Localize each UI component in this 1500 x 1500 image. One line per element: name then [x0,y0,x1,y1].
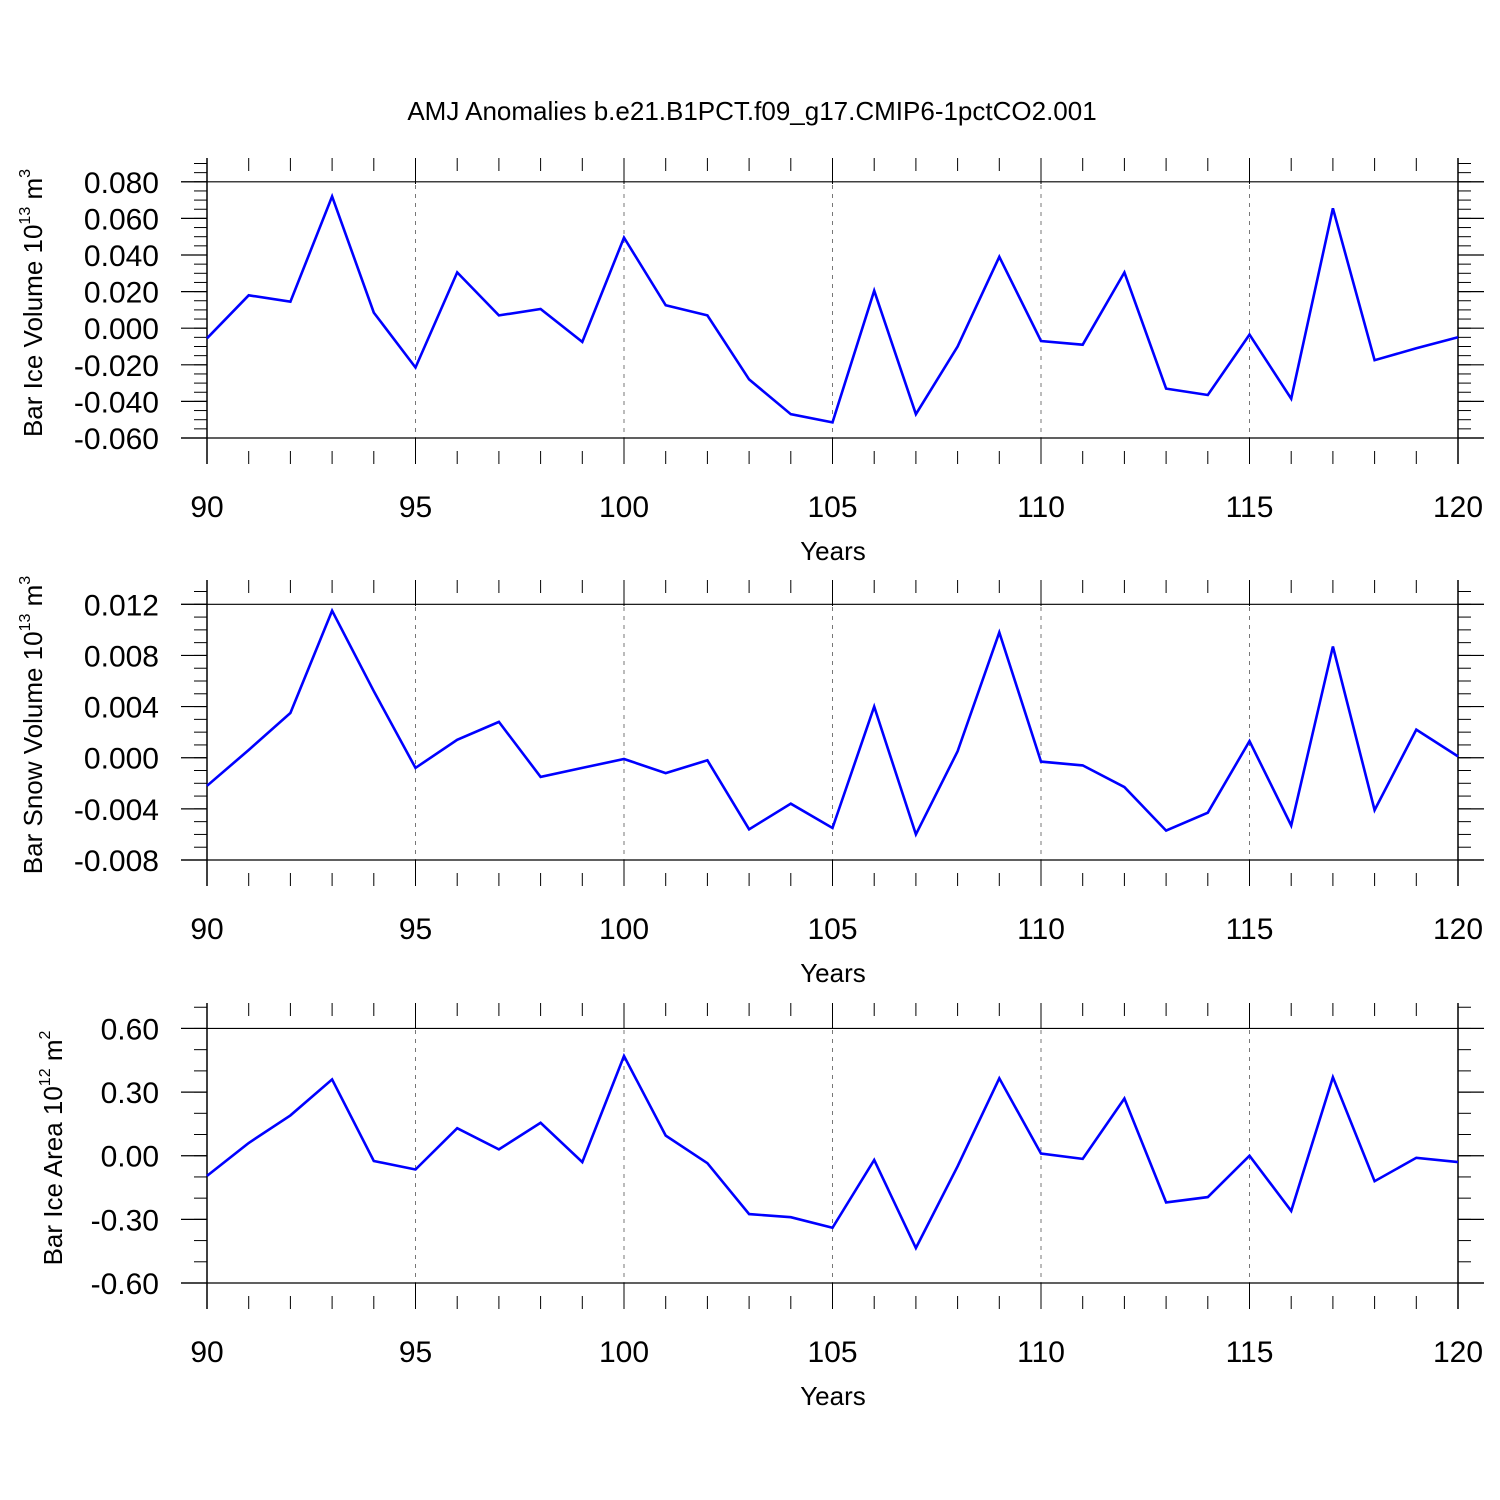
x-axis-title: Years [800,536,866,566]
x-tick-label: 110 [1017,491,1065,524]
x-tick-label: 105 [807,491,857,524]
x-tick-label: 120 [1433,491,1483,524]
y-tick-label: 0.30 [101,1077,159,1110]
chart-title: AMJ Anomalies b.e21.B1PCT.f09_g17.CMIP6-… [407,96,1096,126]
x-tick-label: 115 [1226,491,1274,524]
x-tick-label: 95 [399,491,432,524]
y-tick-label: 0.008 [84,640,159,673]
x-tick-label: 110 [1017,1336,1065,1369]
x-tick-label: 120 [1433,1336,1483,1369]
y-tick-label: 0.000 [84,313,159,346]
y-tick-label: 0.040 [84,240,159,273]
y-tick-label: -0.008 [74,845,159,878]
y-tick-label: 0.080 [84,167,159,200]
x-tick-label: 95 [399,913,432,946]
x-tick-label: 105 [807,913,857,946]
y-tick-label: 0.00 [101,1141,159,1174]
panel-3: -0.60 -0.30 0.00 0.30 0.60 90 95 100 105 110 115 12… [37,1003,1484,1411]
y-tick-label: -0.060 [74,423,159,456]
y-tick-label: 0.60 [101,1013,159,1046]
y-axis-title: Bar Ice Volume 1013 m3 [17,169,48,437]
x-tick-label: 115 [1226,913,1274,946]
x-tick-label: 100 [599,1336,649,1369]
y-tick-label: -0.60 [91,1268,159,1301]
x-tick-label: 90 [190,913,223,946]
x-axis-title: Years [800,958,866,988]
x-tick-label: 100 [599,491,649,524]
x-tick-label: 90 [190,491,223,524]
panel-2: -0.008 -0.004 0.000 0.004 0.008 0.012 90 95 100 1… [17,576,1484,988]
y-tick-label: 0.000 [84,743,159,776]
y-tick-label: 0.004 [84,692,159,725]
y-tick-label: 0.020 [84,277,159,310]
x-axis-title: Years [800,1381,866,1411]
data-series-line [206,1052,1459,1251]
y-tick-label: -0.004 [74,794,159,827]
x-tick-label: 115 [1226,1336,1274,1369]
y-tick-label: -0.040 [74,386,159,419]
y-tick-label: 0.012 [84,589,159,622]
y-tick-label: -0.30 [91,1204,159,1237]
y-tick-label: 0.060 [84,203,159,236]
x-tick-label: 105 [807,1336,857,1369]
y-axis-title: Bar Snow Volume 1013 m3 [17,576,48,875]
x-tick-label: 110 [1017,913,1065,946]
x-tick-label: 95 [399,1336,432,1369]
panels: -0.060-0.040-0.0200.0000.0200.0400.0600.… [17,158,1484,1411]
y-axis-title: Bar Ice Area 1012 m2 [37,1030,68,1265]
x-tick-label: 90 [190,1336,223,1369]
x-tick-label: 120 [1433,913,1483,946]
x-tick-label: 100 [599,913,649,946]
y-tick-label: -0.020 [74,350,159,383]
